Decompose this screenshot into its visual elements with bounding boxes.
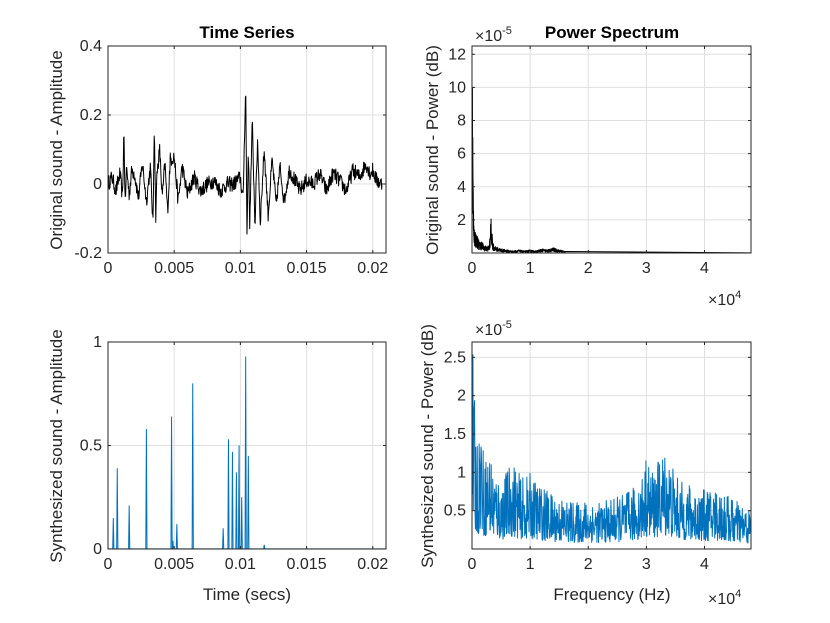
y-tick-label: 8 <box>457 113 466 130</box>
x-tick-label: 0.005 <box>154 556 194 573</box>
y-tick-label: 0.4 <box>80 38 102 55</box>
spike-mark <box>263 544 266 549</box>
x-tick-label: 1 <box>526 260 535 277</box>
x-tick-label: 0.015 <box>287 556 327 573</box>
x-tick-label: 4 <box>700 556 709 573</box>
series-line <box>472 87 751 253</box>
y-exponent-label: ×10-5 <box>475 319 512 339</box>
spike-mark <box>247 455 250 549</box>
axes-box <box>471 341 752 550</box>
y-tick-label: 0.2 <box>80 107 102 124</box>
y-axis-label: Synthesized sound - Power (dB) <box>418 324 437 568</box>
x-tick-label: 3 <box>642 556 651 573</box>
plot-area <box>108 356 386 549</box>
spike-mark <box>145 428 148 549</box>
y-tick-label: 2.5 <box>444 349 466 366</box>
x-axis-label: Frequency (Hz) <box>553 585 670 604</box>
x-tick-label: 0 <box>104 260 113 277</box>
axes-box <box>107 45 387 254</box>
y-tick-label: 6 <box>457 146 466 163</box>
series-line <box>108 95 383 235</box>
axes-box <box>471 45 752 254</box>
y-tick-label: 1.5 <box>444 426 466 443</box>
grid <box>471 46 751 253</box>
x-exponent-label: ×104 <box>708 289 741 309</box>
tick-marks: 0 0.005 0.01 0.015 0.02 0 0.5 1 <box>80 334 389 573</box>
spike-mark <box>171 540 174 549</box>
spike-mark <box>191 383 194 549</box>
y-tick-label: 10 <box>448 79 466 96</box>
y-axis-label: Synthesized sound - Amplitude <box>47 329 66 562</box>
y-tick-label: 1 <box>93 334 102 351</box>
y-tick-label: 0 <box>93 541 102 558</box>
x-tick-label: 2 <box>584 556 593 573</box>
y-tick-label: -0.2 <box>74 245 102 262</box>
y-tick-label: 0.5 <box>80 438 102 455</box>
spike-mark <box>244 356 247 549</box>
x-tick-label: 0 <box>104 556 113 573</box>
panel-original-time-series: 0 0.005 0.01 0.015 0.02-0.200.20.4 Time Seri… <box>47 23 388 277</box>
plot-area <box>472 354 751 544</box>
axes-background <box>472 46 751 253</box>
panel-synthesized-time-series: 0 0.005 0.01 0.015 0.02 0 0.5 1 Time (secs) Syn… <box>47 329 388 604</box>
spike-mark <box>112 517 115 549</box>
y-tick-label: 0.5 <box>444 503 466 520</box>
y-axis-label: Original sound - Amplitude <box>47 50 66 249</box>
spike-mark <box>175 524 178 549</box>
tick-marks: 0 1 2 3 4 0.5 1 1.5 2 2.5 <box>444 342 751 573</box>
spike-mark <box>235 472 238 549</box>
x-tick-label: 0.005 <box>154 260 194 277</box>
x-tick-label: 0.01 <box>225 556 256 573</box>
x-exponent-label: ×104 <box>708 588 741 608</box>
plot-area <box>472 87 751 253</box>
spike-mark <box>128 505 131 549</box>
panel-synthesized-power-spectrum: 0 1 2 3 4 0.5 1 1.5 2 2.5 Frequency (Hz) Synthesi… <box>418 319 752 608</box>
x-tick-label: 0.02 <box>357 556 388 573</box>
spike-mark <box>227 439 230 549</box>
spike-mark <box>222 528 225 549</box>
series-line <box>472 354 751 544</box>
y-tick-label: 4 <box>457 179 466 196</box>
chart-title: Power Spectrum <box>545 23 679 42</box>
spike-mark <box>240 497 243 549</box>
y-tick-label: 1 <box>457 464 466 481</box>
y-exponent-label: ×10-5 <box>475 25 512 45</box>
tick-marks: 0 0.005 0.01 0.015 0.02-0.200.20.4 <box>74 38 388 277</box>
x-tick-label: 3 <box>642 260 651 277</box>
plot-area <box>108 95 383 235</box>
spike-mark <box>237 445 241 549</box>
y-tick-label: 2 <box>457 212 466 229</box>
y-tick-label: 12 <box>448 46 466 63</box>
x-tick-label: 0.01 <box>225 260 256 277</box>
x-tick-label: 0.015 <box>287 260 327 277</box>
x-axis-label: Time (secs) <box>203 585 291 604</box>
x-tick-label: 0 <box>468 556 477 573</box>
chart-title: Time Series <box>199 23 294 42</box>
x-tick-label: 4 <box>700 260 709 277</box>
y-tick-label: 2 <box>457 388 466 405</box>
y-axis-label: Original sound - Power (dB) <box>423 45 442 255</box>
y-tick-label: 0 <box>93 176 102 193</box>
x-tick-label: 2 <box>584 260 593 277</box>
x-tick-label: 0 <box>468 260 477 277</box>
x-tick-label: 1 <box>526 556 535 573</box>
spike-mark <box>170 416 173 549</box>
x-tick-label: 0.02 <box>357 260 388 277</box>
spike-mark <box>231 451 234 549</box>
spike-mark <box>116 468 119 549</box>
